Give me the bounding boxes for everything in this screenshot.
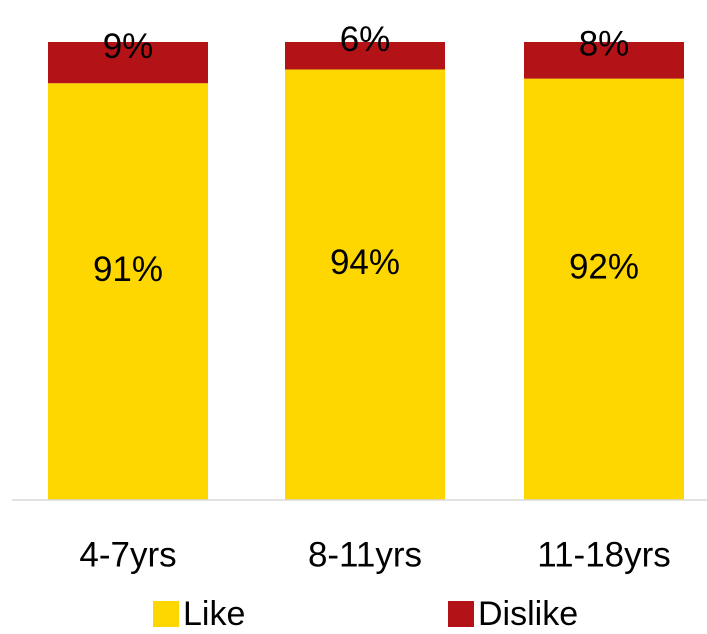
legend-item-dislike: Dislike — [448, 594, 578, 634]
chart-legend: Like Dislike — [0, 590, 707, 634]
data-label-like-4-7yrs: 91% — [93, 250, 163, 289]
data-label-dislike-8-11yrs: 6% — [340, 20, 391, 59]
bar-like-8-11yrs — [285, 69, 445, 500]
legend-item-like: Like — [153, 594, 245, 634]
x-tick-label-11-18yrs: 11-18yrs — [537, 535, 671, 574]
bar-dislike-8-11yrs — [285, 42, 445, 70]
legend-swatch-like — [153, 601, 179, 627]
bar-like-11-18yrs — [524, 78, 684, 500]
x-tick-label-4-7yrs: 4-7yrs — [79, 535, 176, 574]
x-tick-label-8-11yrs: 8-11yrs — [308, 535, 422, 574]
legend-label-dislike: Dislike — [478, 595, 579, 633]
data-label-dislike-4-7yrs: 9% — [103, 27, 154, 66]
data-label-like-11-18yrs: 92% — [569, 248, 639, 287]
legend-swatch-dislike — [448, 601, 474, 627]
data-label-dislike-11-18yrs: 8% — [579, 25, 630, 64]
bar-dislike-11-18yrs — [524, 42, 684, 79]
bars-group: 91% 9% 94% 6% 92% 8% — [48, 20, 684, 500]
x-tick-labels: 4-7yrs 8-11yrs 11-18yrs — [79, 535, 670, 574]
legend-label-like: Like — [183, 595, 246, 633]
data-label-like-8-11yrs: 94% — [330, 243, 400, 282]
bar-dislike-4-7yrs — [48, 42, 208, 84]
bar-like-4-7yrs — [48, 83, 208, 500]
